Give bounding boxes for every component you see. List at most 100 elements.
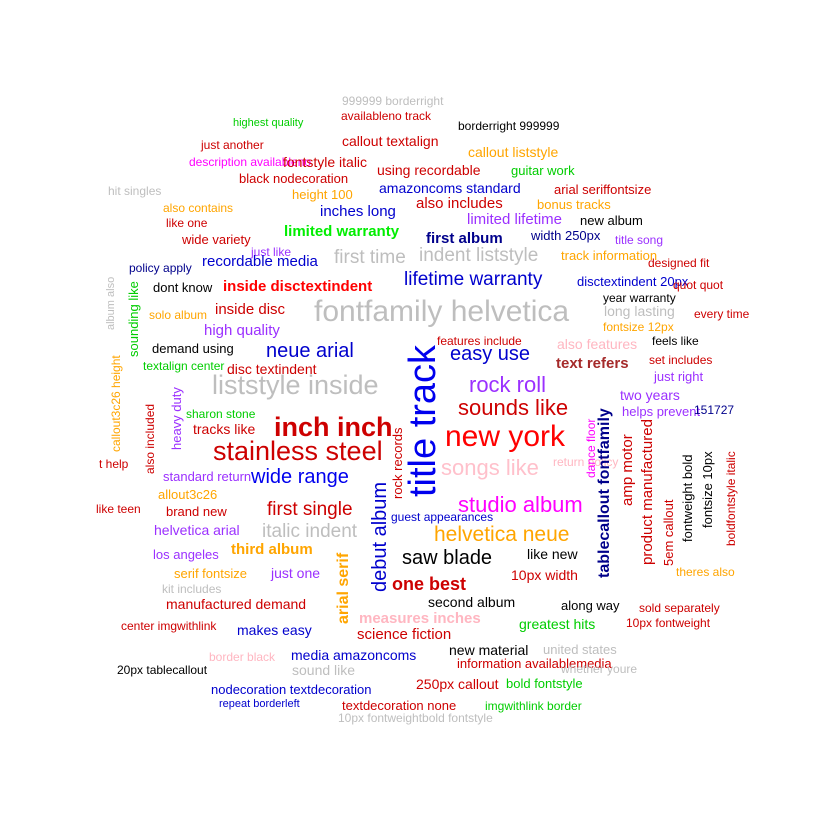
cloud-word: just another	[201, 138, 264, 152]
cloud-word: rock records	[390, 427, 405, 499]
cloud-word: just one	[271, 565, 321, 581]
cloud-word: also features	[557, 336, 638, 352]
cloud-word: manufactured demand	[166, 596, 307, 612]
cloud-word: greatest hits	[519, 616, 596, 632]
cloud-word: track information	[561, 248, 658, 263]
cloud-word: helps prevent	[622, 404, 701, 419]
cloud-word: center imgwithlink	[121, 619, 217, 633]
cloud-word: dont know	[153, 280, 213, 295]
cloud-word: solo album	[149, 308, 208, 322]
cloud-word: third album	[231, 541, 313, 558]
cloud-word: bold fontstyle	[506, 676, 583, 691]
cloud-word: 10px fontweight	[626, 616, 711, 630]
cloud-word: nodecoration textdecoration	[211, 682, 372, 697]
cloud-word: also included	[143, 403, 157, 474]
cloud-word: amazoncoms standard	[379, 180, 521, 196]
cloud-word: heavy duty	[169, 387, 184, 450]
cloud-word: quot quot	[673, 278, 724, 292]
cloud-word: disctextindent 20px	[577, 274, 689, 289]
cloud-word: set includes	[649, 353, 713, 367]
cloud-word: callout textalign	[342, 133, 439, 149]
cloud-word: 999999 borderright	[342, 94, 444, 108]
cloud-word: policy apply	[129, 261, 192, 275]
cloud-word: easy use	[450, 343, 531, 365]
cloud-word: studio album	[458, 492, 583, 517]
cloud-word: italic indent	[262, 521, 358, 542]
cloud-word: just like	[251, 245, 292, 259]
cloud-word: text refers	[556, 355, 629, 372]
cloud-word: information availablemedia	[457, 656, 612, 671]
cloud-word: long lasting	[604, 303, 675, 319]
cloud-word: two years	[620, 387, 680, 403]
cloud-word: title track	[402, 344, 444, 497]
cloud-word: callout3c26 height	[109, 355, 123, 452]
cloud-word: guest appearances	[391, 510, 494, 524]
cloud-word: fontstyle italic	[283, 154, 368, 170]
cloud-word: media amazoncoms	[291, 647, 417, 663]
cloud-word: first time	[334, 247, 406, 268]
cloud-word: lifetime warranty	[404, 269, 543, 290]
cloud-word: inside disctextindent	[223, 278, 373, 295]
cloud-word: textdecoration none	[342, 698, 457, 713]
cloud-word: 20px tablecallout	[117, 663, 208, 677]
cloud-word: makes easy	[237, 622, 312, 638]
cloud-word: one best	[392, 574, 467, 594]
cloud-word: feels like	[652, 334, 699, 348]
cloud-word: using recordable	[377, 162, 481, 178]
cloud-word: songs like	[441, 455, 539, 480]
cloud-word: sound like	[292, 662, 356, 678]
cloud-word: liststyle inside	[212, 370, 379, 400]
cloud-word: 250px callout	[416, 676, 499, 692]
cloud-word: theres also	[676, 565, 735, 579]
cloud-word: highest quality	[233, 117, 304, 129]
cloud-word: saw blade	[402, 547, 493, 569]
cloud-word: wide variety	[182, 232, 251, 247]
cloud-word: width 250px	[531, 228, 601, 243]
cloud-word: year warranty	[603, 291, 676, 305]
cloud-word: first single	[267, 499, 353, 520]
cloud-word: helvetica neue	[434, 523, 570, 546]
cloud-word: arial seriffontsize	[554, 182, 652, 197]
cloud-word: border black	[209, 650, 276, 664]
cloud-word: repeat borderleft	[219, 698, 300, 710]
cloud-word: helvetica arial	[154, 522, 240, 538]
cloud-word: bonus tracks	[537, 197, 611, 212]
cloud-word: fontsize 10px	[700, 451, 715, 528]
cloud-word: serif fontsize	[174, 566, 247, 581]
cloud-word: black nodecoration	[239, 171, 349, 186]
cloud-word: like teen	[96, 502, 141, 516]
cloud-word: designed fit	[648, 256, 710, 270]
cloud-word: 10px fontweightbold fontstyle	[338, 711, 493, 725]
cloud-word: callout liststyle	[468, 144, 559, 160]
cloud-word: brand new	[166, 504, 227, 519]
cloud-word: t help	[99, 457, 129, 471]
cloud-word: debut album	[369, 481, 391, 592]
cloud-word: textalign center	[143, 359, 225, 373]
cloud-word: height 100	[292, 187, 353, 202]
cloud-word: measures inches	[359, 610, 481, 627]
cloud-word: hit singles	[108, 184, 162, 198]
cloud-word: like one	[166, 216, 208, 230]
cloud-word: limited warranty	[284, 223, 400, 240]
cloud-word: second album	[428, 594, 516, 610]
cloud-word: 151727	[694, 403, 735, 417]
cloud-word: guitar work	[511, 163, 575, 178]
cloud-word: sounds like	[458, 395, 569, 420]
cloud-word: also contains	[163, 201, 234, 215]
cloud-word: new material	[449, 642, 529, 658]
cloud-word: description availableno	[189, 155, 312, 169]
cloud-word: product manufactured	[639, 419, 656, 565]
cloud-word: neue arial	[266, 340, 354, 362]
cloud-word: allout3c26	[158, 487, 218, 502]
cloud-word: inside disc	[215, 301, 286, 318]
cloud-word: tablecallout fontfamily	[596, 408, 613, 578]
cloud-word: kit includes	[162, 582, 222, 596]
cloud-word: sounding like	[126, 281, 141, 357]
cloud-word: 5em callout	[661, 499, 676, 566]
cloud-word: boldfontstyle italic	[724, 451, 738, 546]
cloud-word: standard return	[163, 469, 252, 484]
cloud-word: disc textindent	[227, 361, 317, 377]
cloud-word: new york	[445, 420, 566, 453]
cloud-word: new album	[580, 213, 643, 228]
